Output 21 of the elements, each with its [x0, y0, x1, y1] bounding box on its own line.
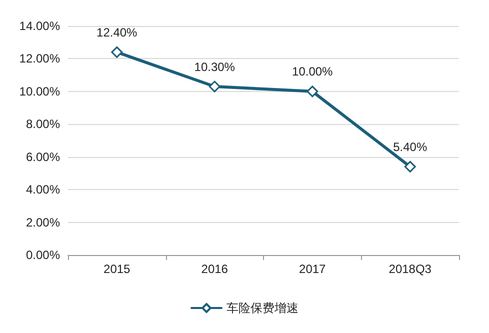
- point: [404, 160, 416, 172]
- legend-label: 车险保费增速: [226, 301, 298, 315]
- y-tick-label: 12.00%: [19, 52, 60, 66]
- x-tick-label: 2015: [104, 262, 131, 276]
- x-tick-label: 2018Q3: [388, 262, 432, 276]
- y-tick-label: 4.00%: [26, 182, 60, 197]
- data-label: 12.40%: [96, 25, 138, 40]
- y-tick-label: 8.00%: [26, 117, 60, 132]
- data-label: 5.40%: [393, 140, 428, 154]
- point: [306, 86, 318, 98]
- x-tick-label: 2016: [201, 262, 228, 276]
- point: [208, 80, 220, 92]
- y-tick-label: 14.00%: [19, 19, 60, 33]
- y-tick-label: 0.00%: [26, 248, 60, 262]
- y-tick-label: 10.00%: [19, 84, 60, 98]
- y-tick-label: 6.00%: [26, 150, 60, 164]
- y-tick-label: 2.00%: [26, 215, 60, 230]
- x-tick-label: 2017: [299, 262, 326, 276]
- data-label: 10.30%: [194, 60, 236, 74]
- data-label: 10.00%: [292, 64, 334, 79]
- point: [111, 46, 123, 58]
